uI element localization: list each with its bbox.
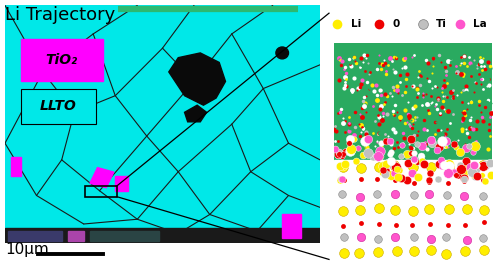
Bar [5, 228, 320, 243]
Text: Li Trajectory: Li Trajectory [5, 6, 115, 24]
Text: 10μm: 10μm [5, 242, 49, 257]
Text: 0: 0 [392, 19, 400, 29]
Text: TiO₂: TiO₂ [46, 53, 78, 67]
Bar [334, 160, 492, 259]
Bar [115, 177, 128, 191]
Ellipse shape [276, 47, 288, 59]
Bar [90, 231, 160, 241]
Text: Ti: Ti [436, 19, 447, 29]
Polygon shape [184, 105, 206, 122]
Text: LLTO: LLTO [40, 99, 77, 113]
Bar [86, 186, 117, 197]
Bar [282, 214, 301, 238]
Bar [90, 168, 114, 188]
Text: La: La [473, 19, 487, 29]
Bar [8, 231, 62, 241]
Polygon shape [169, 53, 226, 105]
Text: Li: Li [351, 19, 361, 29]
Bar [21, 39, 102, 82]
Bar [12, 157, 21, 177]
Bar [68, 231, 84, 241]
Bar [21, 89, 96, 124]
